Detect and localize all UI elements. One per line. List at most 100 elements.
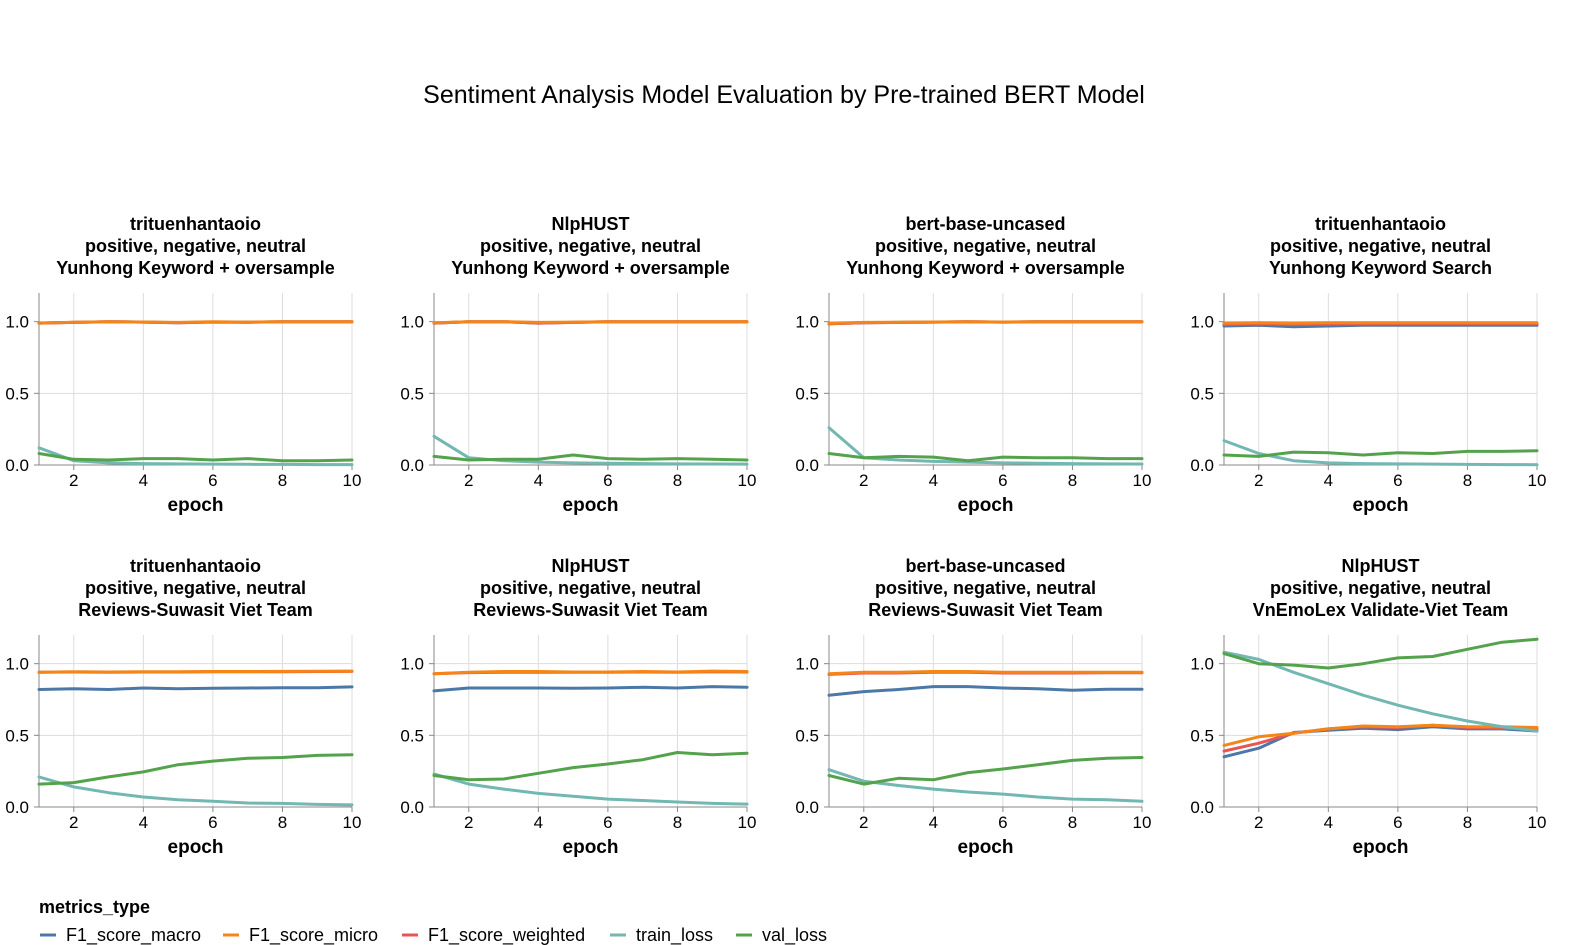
panel-title-line: positive, negative, neutral [875,578,1096,598]
series-line-f1-score-micro [1222,723,1539,747]
series-line-train-loss [37,775,354,807]
panel-title-line: positive, negative, neutral [480,236,701,256]
x-tick-label: 6 [1393,813,1402,832]
y-tick-label: 0.5 [400,384,424,403]
panel-title-line: positive, negative, neutral [875,236,1096,256]
x-tick-label: 4 [929,813,938,832]
x-tick-label: 2 [1254,471,1263,490]
x-tick-label: 4 [139,813,148,832]
x-tick-label: 8 [1463,471,1472,490]
panel-title-line: Reviews-Suwasit Viet Team [473,600,707,620]
x-tick-label: 8 [1068,813,1077,832]
y-tick-label: 0.0 [795,798,819,817]
y-tick-label: 1.0 [5,313,29,332]
x-tick-label: 6 [998,471,1007,490]
x-tick-label: 6 [208,471,217,490]
x-axis-title: epoch [563,837,619,858]
x-tick-label: 2 [1254,813,1263,832]
series-line-train-loss [827,426,1144,466]
x-tick-label: 10 [1528,813,1547,832]
x-tick-label: 2 [464,471,473,490]
panel-title-line: positive, negative, neutral [1270,236,1491,256]
panel-title-line: positive, negative, neutral [1270,578,1491,598]
y-tick-label: 0.5 [5,384,29,403]
x-tick-label: 6 [208,813,217,832]
y-tick-label: 0.5 [1190,384,1214,403]
x-tick-label: 2 [859,471,868,490]
y-tick-label: 0.5 [795,384,819,403]
x-tick-label: 6 [998,813,1007,832]
panel-title-line: positive, negative, neutral [85,236,306,256]
panel-title-line: NlpHUST [552,556,630,576]
y-tick-label: 0.0 [1190,798,1214,817]
legend-item-f1-score-micro: F1_score_micro [223,925,378,945]
panel-title-line: Yunhong Keyword + oversample [56,258,335,278]
y-tick-label: 0.0 [795,456,819,475]
panel-title-line: Yunhong Keyword + oversample [451,258,730,278]
series-line-train-loss [432,772,749,806]
x-axis-title: epoch [958,495,1014,516]
series-line-f1-score-micro [37,669,354,674]
y-tick-label: 0.5 [795,726,819,745]
x-axis-title: epoch [563,495,619,516]
legend-item-val-loss: val_loss [736,925,827,945]
x-tick-label: 10 [343,813,362,832]
series-line-val-loss [37,452,354,463]
panel-title-line: trituenhantaoio [1315,214,1446,234]
y-tick-label: 0.0 [5,798,29,817]
x-tick-label: 4 [1324,471,1333,490]
x-tick-label: 10 [738,813,757,832]
legend-item-train-loss: train_loss [610,925,713,945]
x-axis-title: epoch [958,837,1014,858]
legend-label: F1_score_macro [66,925,201,945]
series-line-train-loss [827,768,1144,803]
x-tick-label: 10 [343,471,362,490]
x-tick-label: 4 [929,471,938,490]
y-tick-label: 0.5 [400,726,424,745]
y-tick-label: 1.0 [400,313,424,332]
legend-item-f1-score-macro: F1_score_macro [40,925,201,945]
y-tick-label: 1.0 [795,313,819,332]
legend-item-f1-score-weighted: F1_score_weighted [402,925,585,945]
series-line-val-loss [1222,637,1539,670]
legend-label: val_loss [762,925,827,945]
panel-title-line: NlpHUST [552,214,630,234]
series-line-f1-score-micro [827,670,1144,676]
panel-title-line: trituenhantaoio [130,556,261,576]
panel-title-line: Reviews-Suwasit Viet Team [868,600,1102,620]
y-tick-label: 0.5 [5,726,29,745]
panel-title-line: trituenhantaoio [130,214,261,234]
series-line-val-loss [37,753,354,786]
panel-title-line: Yunhong Keyword + oversample [846,258,1125,278]
x-tick-label: 10 [738,471,757,490]
y-tick-label: 1.0 [400,655,424,674]
series-line-f1-score-micro [432,320,749,325]
x-tick-label: 8 [278,471,287,490]
y-tick-label: 0.0 [5,456,29,475]
legend-label: F1_score_micro [249,925,378,945]
series-line-f1-score-micro [37,320,354,325]
series-line-val-loss [827,452,1144,463]
chart-title: Sentiment Analysis Model Evaluation by P… [423,81,1145,109]
legend-title: metrics_type [39,897,150,917]
panel-title-line: positive, negative, neutral [480,578,701,598]
y-tick-label: 0.0 [400,798,424,817]
x-axis-title: epoch [168,837,224,858]
legend: metrics_type F1_score_macro F1_score_micr… [39,897,827,945]
x-tick-label: 2 [69,471,78,490]
x-axis-title: epoch [1353,837,1409,858]
x-tick-label: 2 [859,813,868,832]
series-line-f1-score-micro [827,320,1144,325]
x-tick-label: 2 [464,813,473,832]
panel-title-line: NlpHUST [1342,556,1420,576]
series-line-val-loss [827,756,1144,786]
series-line-f1-score-macro [432,685,749,693]
y-tick-label: 0.5 [1190,726,1214,745]
series-line-f1-score-macro [1222,725,1539,759]
x-tick-label: 6 [1393,471,1402,490]
